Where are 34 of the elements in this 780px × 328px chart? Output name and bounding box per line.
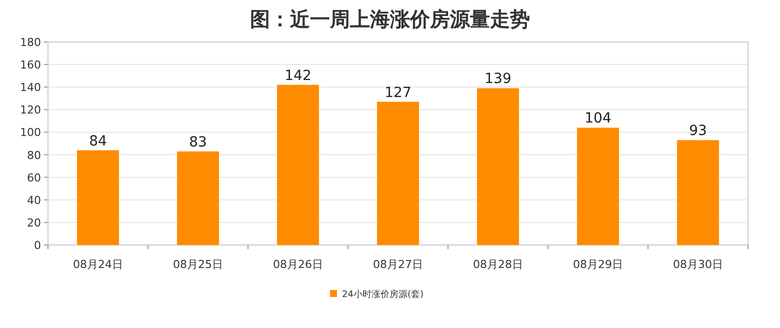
data-label: 83 xyxy=(189,134,207,150)
bar xyxy=(177,151,219,245)
data-label: 104 xyxy=(584,110,612,127)
bar xyxy=(77,150,119,245)
y-tick-label: 80 xyxy=(27,148,41,162)
x-tick-label: 08月30日 xyxy=(673,258,723,271)
x-tick-label: 08月28日 xyxy=(473,258,523,271)
data-label: 84 xyxy=(89,133,107,150)
data-label: 93 xyxy=(689,123,707,140)
bar xyxy=(677,140,719,245)
x-tick-label: 08月25日 xyxy=(173,258,223,271)
y-tick-label: 20 xyxy=(27,216,41,230)
y-tick-label: 0 xyxy=(34,239,41,252)
legend: 24小时涨价房源(套) xyxy=(330,290,424,300)
legend-label: 24小时涨价房源(套) xyxy=(342,289,424,300)
x-tick-label: 08月26日 xyxy=(273,258,323,271)
y-tick-label: 60 xyxy=(27,171,41,184)
bar xyxy=(477,88,519,245)
bar xyxy=(377,102,419,245)
chart-title: 图：近一周上海涨价房源量走势 xyxy=(250,7,530,31)
x-tick-label: 08月24日 xyxy=(73,258,123,271)
data-label: 139 xyxy=(484,71,512,88)
data-label: 142 xyxy=(284,68,312,84)
y-tick-label: 160 xyxy=(20,58,41,72)
y-tick-label: 180 xyxy=(20,36,41,49)
x-tick-label: 08月29日 xyxy=(573,258,623,271)
bar xyxy=(277,84,319,245)
y-tick-label: 40 xyxy=(27,194,41,207)
y-tick-label: 120 xyxy=(20,104,41,117)
y-tick-label: 140 xyxy=(20,81,41,94)
bar xyxy=(577,128,619,245)
data-label: 127 xyxy=(384,84,412,101)
x-tick-label: 08月27日 xyxy=(373,258,423,271)
y-tick-label: 100 xyxy=(20,126,41,140)
